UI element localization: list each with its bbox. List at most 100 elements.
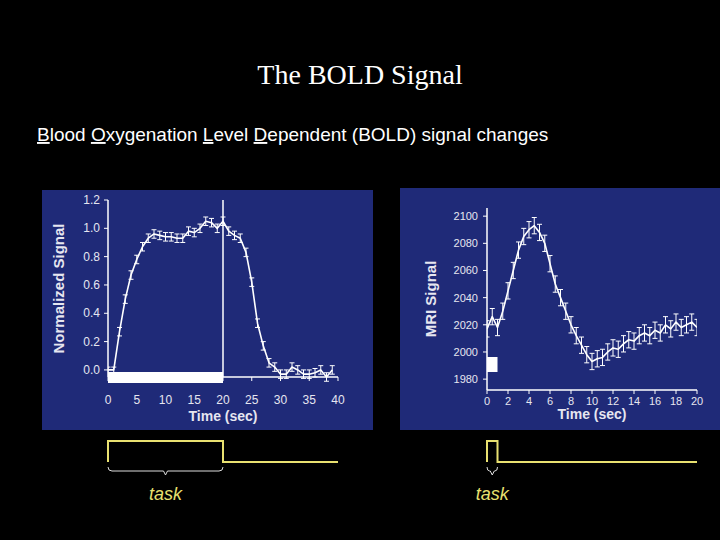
y-tick xyxy=(483,379,487,380)
error-bar xyxy=(198,224,203,232)
x-tick-label: 10 xyxy=(159,393,173,407)
x-tick-label: 2 xyxy=(505,395,511,407)
x-tick xyxy=(338,377,339,381)
error-bar xyxy=(506,283,511,299)
error-bar xyxy=(574,328,579,344)
error-bar xyxy=(632,333,637,349)
y-tick xyxy=(483,297,487,298)
error-bar xyxy=(663,317,668,333)
error-bar xyxy=(537,224,542,240)
error-bar xyxy=(175,234,180,242)
error-bar xyxy=(668,321,673,337)
subtitle-initial: B xyxy=(37,124,50,145)
error-bar xyxy=(495,319,500,335)
x-tick-label: 25 xyxy=(245,393,259,407)
error-bar xyxy=(295,366,300,374)
error-bar xyxy=(209,218,214,226)
subtitle-part: signal xyxy=(416,124,471,145)
series-line xyxy=(487,226,697,362)
y-tick-label: 0.4 xyxy=(83,306,100,320)
error-bar xyxy=(324,373,329,381)
error-bar xyxy=(674,314,679,330)
error-bar xyxy=(221,217,226,225)
y-tick xyxy=(483,270,487,271)
series-line xyxy=(108,221,332,377)
error-bar xyxy=(684,317,689,333)
error-bar xyxy=(637,328,642,344)
x-tick-label: 40 xyxy=(331,393,345,407)
x-tick-label: 14 xyxy=(628,395,640,407)
error-bar xyxy=(238,234,243,242)
x-tick-label: 30 xyxy=(274,393,288,407)
y-tick-label: 0.8 xyxy=(83,250,100,264)
y-tick-label: 1980 xyxy=(454,373,478,385)
error-bar xyxy=(689,314,694,330)
y-tick-label: 1.2 xyxy=(83,193,100,207)
chart: 1980200020202040206020802100024681012141… xyxy=(400,188,720,504)
y-tick-label: 2080 xyxy=(454,237,478,249)
y-tick xyxy=(104,284,108,285)
y-tick xyxy=(104,200,108,201)
x-tick-label: 4 xyxy=(526,395,532,407)
x-tick-label: 16 xyxy=(649,395,661,407)
x-tick-label: 35 xyxy=(303,393,317,407)
x-tick-label: 0 xyxy=(484,395,490,407)
chart: 0.00.20.40.60.81.01.20510152025303540Tim… xyxy=(42,190,373,504)
error-bar xyxy=(129,271,134,279)
x-tick xyxy=(592,390,593,394)
x-tick-label: 6 xyxy=(547,395,553,407)
subtitle-part: xygenation xyxy=(106,124,198,145)
error-bar xyxy=(192,228,197,236)
error-bar xyxy=(490,309,495,325)
error-bar xyxy=(600,349,605,365)
y-tick-label: 2000 xyxy=(454,346,478,358)
error-bar xyxy=(679,319,684,335)
x-tick xyxy=(571,390,572,394)
x-tick xyxy=(655,390,656,394)
x-tick-label: 5 xyxy=(133,393,140,407)
error-bar xyxy=(611,340,616,356)
error-bar xyxy=(563,303,568,319)
y-axis-label: MRI Signal xyxy=(422,261,439,338)
error-bar xyxy=(163,233,168,241)
y-tick xyxy=(104,369,108,370)
error-bar xyxy=(232,231,237,239)
error-bar xyxy=(532,218,537,234)
error-bar xyxy=(244,248,249,256)
error-bar xyxy=(249,278,254,286)
subtitle: Blood Oxygenation Level Dependent (BOLD)… xyxy=(37,124,548,145)
title: The BOLD Signal xyxy=(257,59,463,90)
y-tick-label: 1.0 xyxy=(83,221,100,235)
y-tick-label: 0.6 xyxy=(83,278,100,292)
error-bar xyxy=(653,322,658,338)
error-bar xyxy=(553,276,558,292)
subtitle-initial: L xyxy=(203,124,214,145)
y-tick xyxy=(104,341,108,342)
error-bar xyxy=(290,363,295,371)
y-tick xyxy=(483,324,487,325)
y-tick xyxy=(104,256,108,257)
x-tick xyxy=(550,390,551,394)
error-bar xyxy=(255,319,260,327)
error-bar xyxy=(542,235,547,251)
y-tick xyxy=(483,351,487,352)
error-bar xyxy=(267,359,272,367)
y-tick-label: 2040 xyxy=(454,292,478,304)
error-bar xyxy=(146,234,151,242)
error-bar xyxy=(140,242,145,250)
y-tick-label: 0.0 xyxy=(83,363,100,377)
subtitle-part: (BOLD) xyxy=(347,124,417,145)
error-bar xyxy=(558,289,563,305)
error-bar xyxy=(658,325,663,341)
error-bar xyxy=(157,231,162,239)
error-bar xyxy=(284,370,289,378)
task-brace xyxy=(487,467,498,475)
error-bar xyxy=(548,256,553,272)
subtitle-part: ependent xyxy=(267,124,347,145)
x-tick xyxy=(613,390,614,394)
error-bar xyxy=(111,367,116,373)
error-bar xyxy=(215,224,220,232)
error-bar xyxy=(626,332,631,348)
y-tick xyxy=(483,216,487,217)
x-tick xyxy=(634,390,635,394)
